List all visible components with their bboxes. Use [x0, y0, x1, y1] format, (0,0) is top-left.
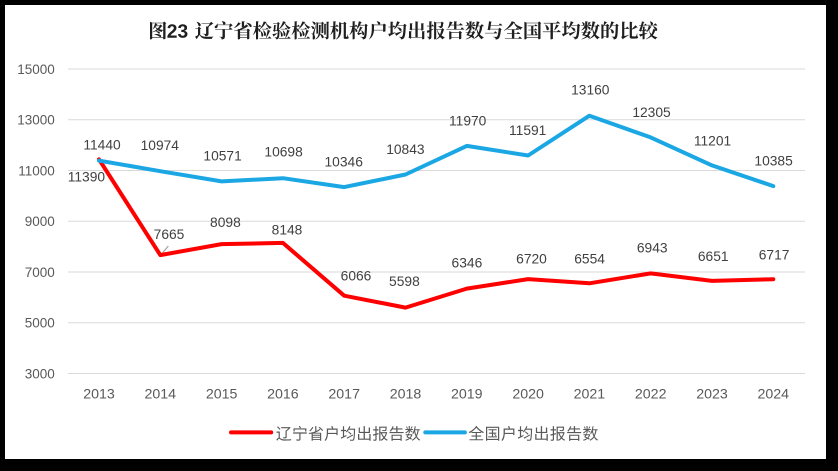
svg-text:6554: 6554 [574, 251, 605, 266]
svg-text:2013: 2013 [83, 387, 115, 403]
svg-text:11000: 11000 [18, 163, 55, 178]
svg-text:10346: 10346 [325, 155, 364, 170]
svg-text:2016: 2016 [267, 387, 299, 403]
svg-text:2024: 2024 [758, 387, 790, 403]
svg-text:2022: 2022 [635, 387, 667, 403]
svg-text:13160: 13160 [571, 83, 610, 98]
svg-text:6066: 6066 [341, 269, 372, 284]
svg-text:2023: 2023 [696, 387, 728, 403]
svg-text:6346: 6346 [452, 256, 483, 271]
svg-text:6651: 6651 [698, 249, 729, 264]
svg-text:3000: 3000 [25, 366, 55, 381]
svg-text:6943: 6943 [637, 241, 668, 256]
svg-text:5000: 5000 [25, 316, 55, 331]
svg-text:10698: 10698 [264, 144, 303, 159]
svg-text:2018: 2018 [390, 387, 422, 403]
svg-text:2020: 2020 [512, 387, 544, 403]
svg-text:15000: 15000 [17, 62, 55, 77]
svg-text:11440: 11440 [83, 138, 121, 153]
svg-text:5598: 5598 [389, 274, 420, 289]
svg-text:6717: 6717 [759, 247, 790, 262]
svg-text:8148: 8148 [272, 222, 303, 237]
svg-text:13000: 13000 [17, 113, 55, 128]
svg-text:2017: 2017 [328, 387, 360, 403]
svg-text:11591: 11591 [509, 123, 546, 138]
svg-text:12305: 12305 [632, 105, 671, 120]
svg-text:2019: 2019 [451, 387, 483, 403]
svg-text:11201: 11201 [694, 134, 731, 149]
svg-text:9000: 9000 [25, 214, 55, 229]
svg-text:11390: 11390 [68, 170, 106, 185]
svg-text:7000: 7000 [25, 265, 55, 280]
svg-text:2014: 2014 [145, 387, 177, 403]
svg-text:7665: 7665 [154, 227, 185, 242]
svg-text:2015: 2015 [206, 387, 238, 403]
svg-text:10571: 10571 [203, 148, 241, 163]
svg-text:8098: 8098 [210, 215, 241, 230]
svg-text:10974: 10974 [141, 138, 180, 153]
svg-text:10843: 10843 [386, 142, 425, 157]
svg-text:10385: 10385 [754, 154, 793, 169]
svg-text:6720: 6720 [516, 252, 547, 267]
svg-text:2021: 2021 [574, 387, 606, 403]
svg-text:11970: 11970 [449, 114, 487, 129]
